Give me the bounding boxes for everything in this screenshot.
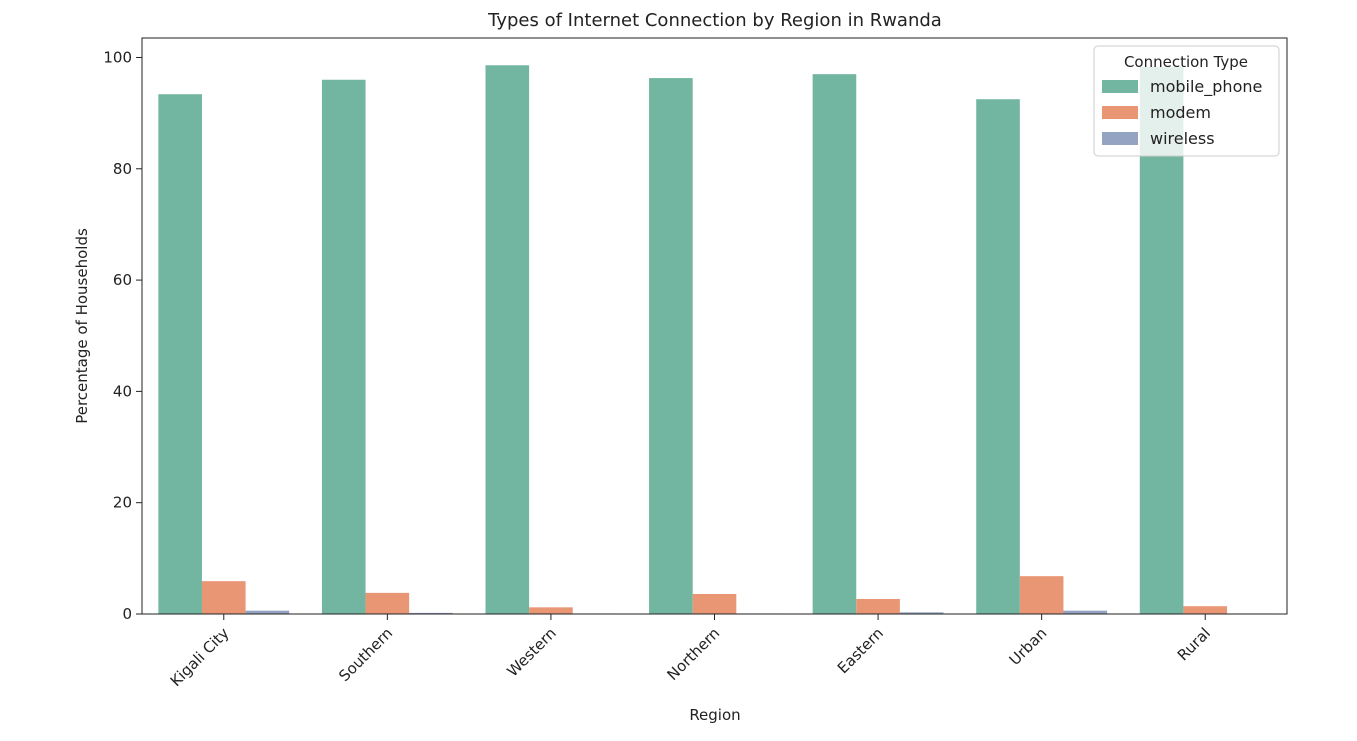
x-tick-label: Western: [504, 624, 560, 680]
bar-mobile_phone-southern: [321, 79, 366, 614]
bar-wireless-southern: [409, 612, 453, 614]
bar-mobile_phone-northern: [649, 78, 693, 614]
legend-label-mobile_phone: mobile_phone: [1150, 77, 1262, 97]
y-axis: 0 20 40 60 80 100: [103, 48, 142, 623]
bar-wireless-urban: [1063, 610, 1108, 614]
legend-swatch-wireless: [1102, 132, 1138, 145]
bar-mobile_phone-rural: [1139, 66, 1184, 614]
y-tick-label: 100: [103, 48, 132, 66]
y-tick-label: 20: [113, 494, 132, 512]
bar-wireless-eastern: [899, 612, 944, 614]
y-tick-label: 60: [113, 271, 132, 289]
legend-label-modem: modem: [1150, 103, 1211, 122]
bars-group: [158, 65, 1271, 615]
y-axis-label: Percentage of Households: [73, 228, 91, 424]
x-tick-label: Eastern: [834, 624, 887, 677]
x-tick-label: Southern: [335, 624, 396, 685]
bar-modem-northern: [692, 593, 737, 614]
y-tick-label: 80: [113, 160, 132, 178]
bar-mobile_phone-kigali-city: [158, 94, 202, 615]
bar-modem-western: [529, 607, 573, 614]
legend-title: Connection Type: [1124, 53, 1248, 71]
y-tick-label: 40: [113, 382, 132, 400]
x-tick-label: Northern: [664, 624, 724, 684]
bar-modem-rural: [1183, 606, 1228, 614]
y-tick-label: 0: [122, 605, 132, 623]
legend-label-wireless: wireless: [1150, 129, 1215, 148]
plot-frame: [141, 37, 1288, 615]
x-tick-label: Rural: [1174, 624, 1214, 664]
x-axis-label: Region: [689, 706, 740, 724]
bar-mobile_phone-urban: [976, 99, 1020, 614]
bar-modem-southern: [365, 592, 410, 614]
bar-mobile_phone-western: [485, 65, 530, 615]
bar-modem-kigali-city: [201, 581, 246, 614]
bar-wireless-kigali-city: [245, 610, 290, 614]
x-tick-label: Urban: [1006, 624, 1051, 669]
chart-title: Types of Internet Connection by Region i…: [487, 10, 942, 31]
legend-box: [1093, 45, 1280, 157]
legend-swatch-modem: [1102, 106, 1138, 119]
bar-modem-urban: [1019, 576, 1064, 614]
bar-mobile_phone-eastern: [812, 74, 857, 615]
x-tick-label: Kigali City: [167, 624, 233, 690]
bar-modem-eastern: [856, 598, 900, 614]
legend-swatch-mobile_phone: [1102, 80, 1138, 93]
x-axis: Kigali City Southern Western Northern Easter…: [167, 614, 1214, 690]
